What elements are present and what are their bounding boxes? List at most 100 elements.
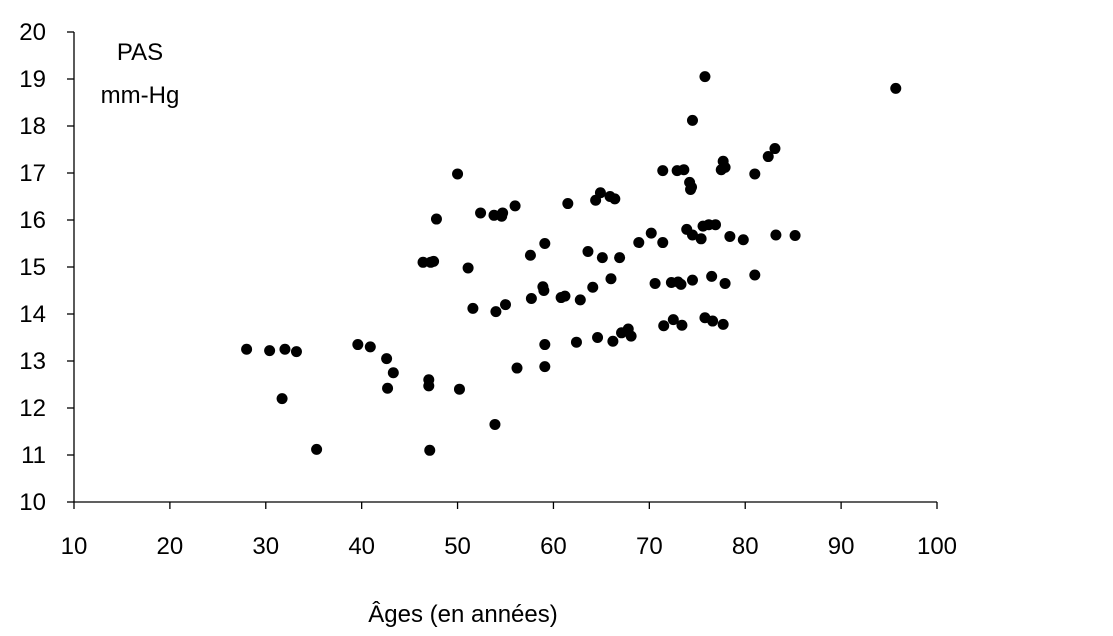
data-point [709,219,721,231]
data-point [614,252,626,264]
data-point [539,361,551,373]
data-point [539,238,551,249]
data-point [430,213,442,225]
data-point [574,294,586,306]
data-point [645,227,657,239]
data-point [706,270,718,282]
x-ticks: 10 20 30 40 50 60 70 80 90 100 [61,502,957,560]
data-point [562,198,574,210]
data-point [290,346,302,358]
data-point [490,306,502,318]
data-point [607,335,619,347]
data-point [423,380,435,392]
data-point [719,161,731,173]
x-tick-label: 50 [444,533,471,560]
data-point [587,281,599,293]
data-point [264,345,276,357]
data-point [686,114,698,126]
data-points [241,71,902,456]
data-point [428,255,440,267]
data-point [657,237,669,249]
data-point [559,290,571,302]
x-axis-title: Âges (en années) [368,601,557,628]
y-tick-label: 11 [21,442,46,469]
data-point [381,353,393,365]
data-point [667,314,679,326]
data-point [695,233,707,245]
data-point [279,343,291,355]
data-point [524,249,536,261]
data-point [592,332,604,343]
x-tick-label: 70 [636,533,663,560]
data-point [605,273,617,285]
data-point [467,302,479,314]
data-point [424,444,436,456]
x-tick-label: 20 [157,533,184,560]
data-point [500,299,511,311]
x-tick-label: 10 [61,533,88,560]
data-point [382,382,394,394]
data-point [352,339,364,351]
data-point [509,200,521,212]
y-tick-label: 20 [19,19,46,46]
x-tick-label: 60 [540,533,567,560]
data-point [538,285,550,296]
data-point [686,274,698,286]
data-point [770,229,782,241]
y-tick-label: 15 [19,254,46,281]
y-tick-label: 16 [19,207,46,234]
data-point [311,443,323,455]
y-tick-label: 12 [19,395,46,422]
data-point [489,418,501,430]
data-point [699,71,711,83]
y-axis-title-line-1: PAS [117,39,163,66]
y-tick-label: 19 [19,66,46,93]
data-point [717,318,729,330]
data-point [789,230,801,242]
data-point [749,168,761,180]
data-point [678,164,690,176]
data-point [511,362,523,374]
data-point [675,278,687,290]
data-point [596,252,608,264]
data-point [737,234,749,246]
data-point [452,168,464,180]
data-point [539,339,551,351]
data-point [724,230,736,242]
x-tick-label: 40 [348,533,375,560]
data-point [625,330,637,342]
data-point [241,343,253,355]
y-tick-label: 13 [19,348,46,375]
data-point [686,229,698,241]
data-point [658,320,670,332]
x-tick-label: 90 [828,533,855,560]
data-point [719,277,731,289]
data-point [749,269,761,281]
data-point [707,315,719,327]
x-tick-label: 30 [252,533,279,560]
x-tick-label: 100 [917,533,957,560]
data-point [769,143,781,155]
data-point [387,367,399,379]
y-axis-title-line-2: mm-Hg [101,82,180,109]
data-point [676,319,688,331]
data-point [462,262,474,274]
y-tick-label: 10 [19,489,46,516]
data-point [594,187,606,199]
data-point [649,277,661,289]
data-point [364,341,376,353]
data-point [609,193,621,205]
data-point [570,336,582,348]
data-point [657,165,669,177]
data-point [475,207,487,219]
data-point [525,292,537,304]
y-tick-label: 14 [19,301,46,328]
y-ticks: 10 11 12 13 14 15 16 17 18 19 20 [19,19,74,516]
data-point [453,383,465,395]
data-point [633,237,645,249]
data-point [582,245,594,257]
axes [73,32,937,503]
y-tick-label: 17 [19,160,46,187]
data-point [417,256,429,268]
